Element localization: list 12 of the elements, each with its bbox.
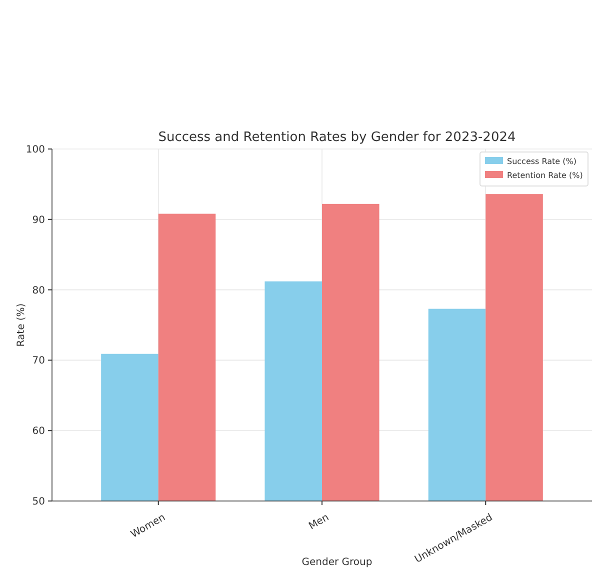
x-tick-label: Men <box>307 512 331 532</box>
legend-label: Retention Rate (%) <box>507 170 583 180</box>
x-axis-title: Gender Group <box>302 557 372 568</box>
y-tick-label: 90 <box>32 214 45 226</box>
y-axis-title: Rate (%) <box>16 303 27 347</box>
y-tick-label: 60 <box>32 426 45 438</box>
y-tick-label: 70 <box>32 356 45 367</box>
y-tick-label: 50 <box>32 496 45 508</box>
y-tick-label: 100 <box>26 144 45 156</box>
legend-label: Success Rate (%) <box>507 156 576 166</box>
chart-title: Success and Retention Rates by Gender for 2023-2024 <box>158 130 516 145</box>
y-tick-label: 80 <box>32 285 45 296</box>
